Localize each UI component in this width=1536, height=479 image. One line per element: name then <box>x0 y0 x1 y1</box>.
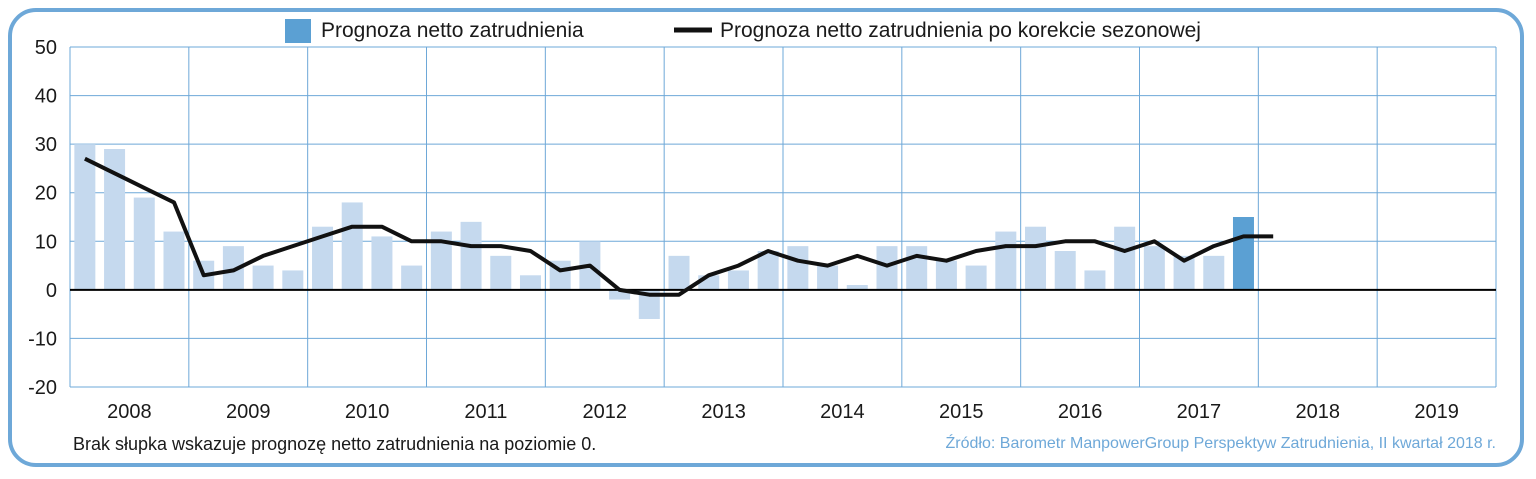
x-tick-label: 2013 <box>701 401 746 423</box>
bar <box>727 270 749 290</box>
bar <box>668 255 690 290</box>
x-tick-label: 2018 <box>1296 401 1341 423</box>
bar <box>787 246 809 290</box>
bar <box>133 197 155 290</box>
x-tick-label: 2014 <box>820 401 865 423</box>
y-tick-label: -10 <box>28 328 57 350</box>
y-tick-label: -20 <box>28 377 57 399</box>
bar <box>906 246 928 290</box>
bar <box>490 255 512 290</box>
bar <box>460 221 482 290</box>
x-tick-label: 2015 <box>939 401 984 423</box>
bar <box>401 265 423 290</box>
bar <box>104 149 126 290</box>
bar <box>430 231 452 290</box>
y-tick-label: 20 <box>35 183 57 205</box>
y-tick-label: 40 <box>35 86 57 108</box>
bar <box>222 246 244 290</box>
source-note: Źródło: Barometr ManpowerGroup Perspekty… <box>945 435 1496 452</box>
legend-bar-label: Prognoza netto zatrudnienia <box>321 19 584 42</box>
x-tick-label: 2016 <box>1058 401 1103 423</box>
x-tick-label: 2009 <box>226 401 271 423</box>
bar <box>252 265 274 290</box>
bar <box>846 285 868 290</box>
y-tick-label: 0 <box>46 280 57 302</box>
bar <box>312 226 334 290</box>
legend-bar-swatch <box>285 19 311 43</box>
seasonal-line <box>84 156 1274 297</box>
footnote: Brak słupka wskazuje prognozę netto zatr… <box>73 434 597 454</box>
bar <box>519 275 541 290</box>
y-tick-label: 30 <box>35 134 57 156</box>
bar <box>74 144 96 290</box>
bar <box>609 289 631 300</box>
chart-frame <box>8 8 1524 467</box>
bar <box>1114 226 1136 290</box>
x-tick-label: 2011 <box>464 401 507 423</box>
x-tick-label: 2019 <box>1414 401 1459 423</box>
bar <box>1054 251 1076 290</box>
legend-line-label: Prognoza netto zatrudnienia po korekcie … <box>720 19 1201 42</box>
bar <box>995 231 1017 290</box>
bar <box>163 231 185 290</box>
bar <box>935 260 957 290</box>
y-tick-label: 50 <box>35 37 57 59</box>
bar <box>1143 246 1165 290</box>
bar <box>965 265 987 290</box>
y-tick-label: 10 <box>35 231 57 253</box>
bar <box>1203 255 1225 290</box>
bar <box>1232 217 1254 290</box>
x-tick-label: 2017 <box>1177 401 1222 423</box>
bar <box>817 265 839 290</box>
bar <box>876 246 898 290</box>
x-tick-label: 2008 <box>107 401 152 423</box>
bar <box>1173 255 1195 290</box>
bar <box>1084 270 1106 290</box>
bar <box>282 270 304 290</box>
bar <box>341 202 363 290</box>
bar <box>757 251 779 290</box>
x-tick-label: 2010 <box>345 401 390 423</box>
bar <box>371 236 393 290</box>
x-tick-label: 2012 <box>583 401 628 423</box>
bar <box>638 289 660 319</box>
bar <box>1025 226 1047 290</box>
